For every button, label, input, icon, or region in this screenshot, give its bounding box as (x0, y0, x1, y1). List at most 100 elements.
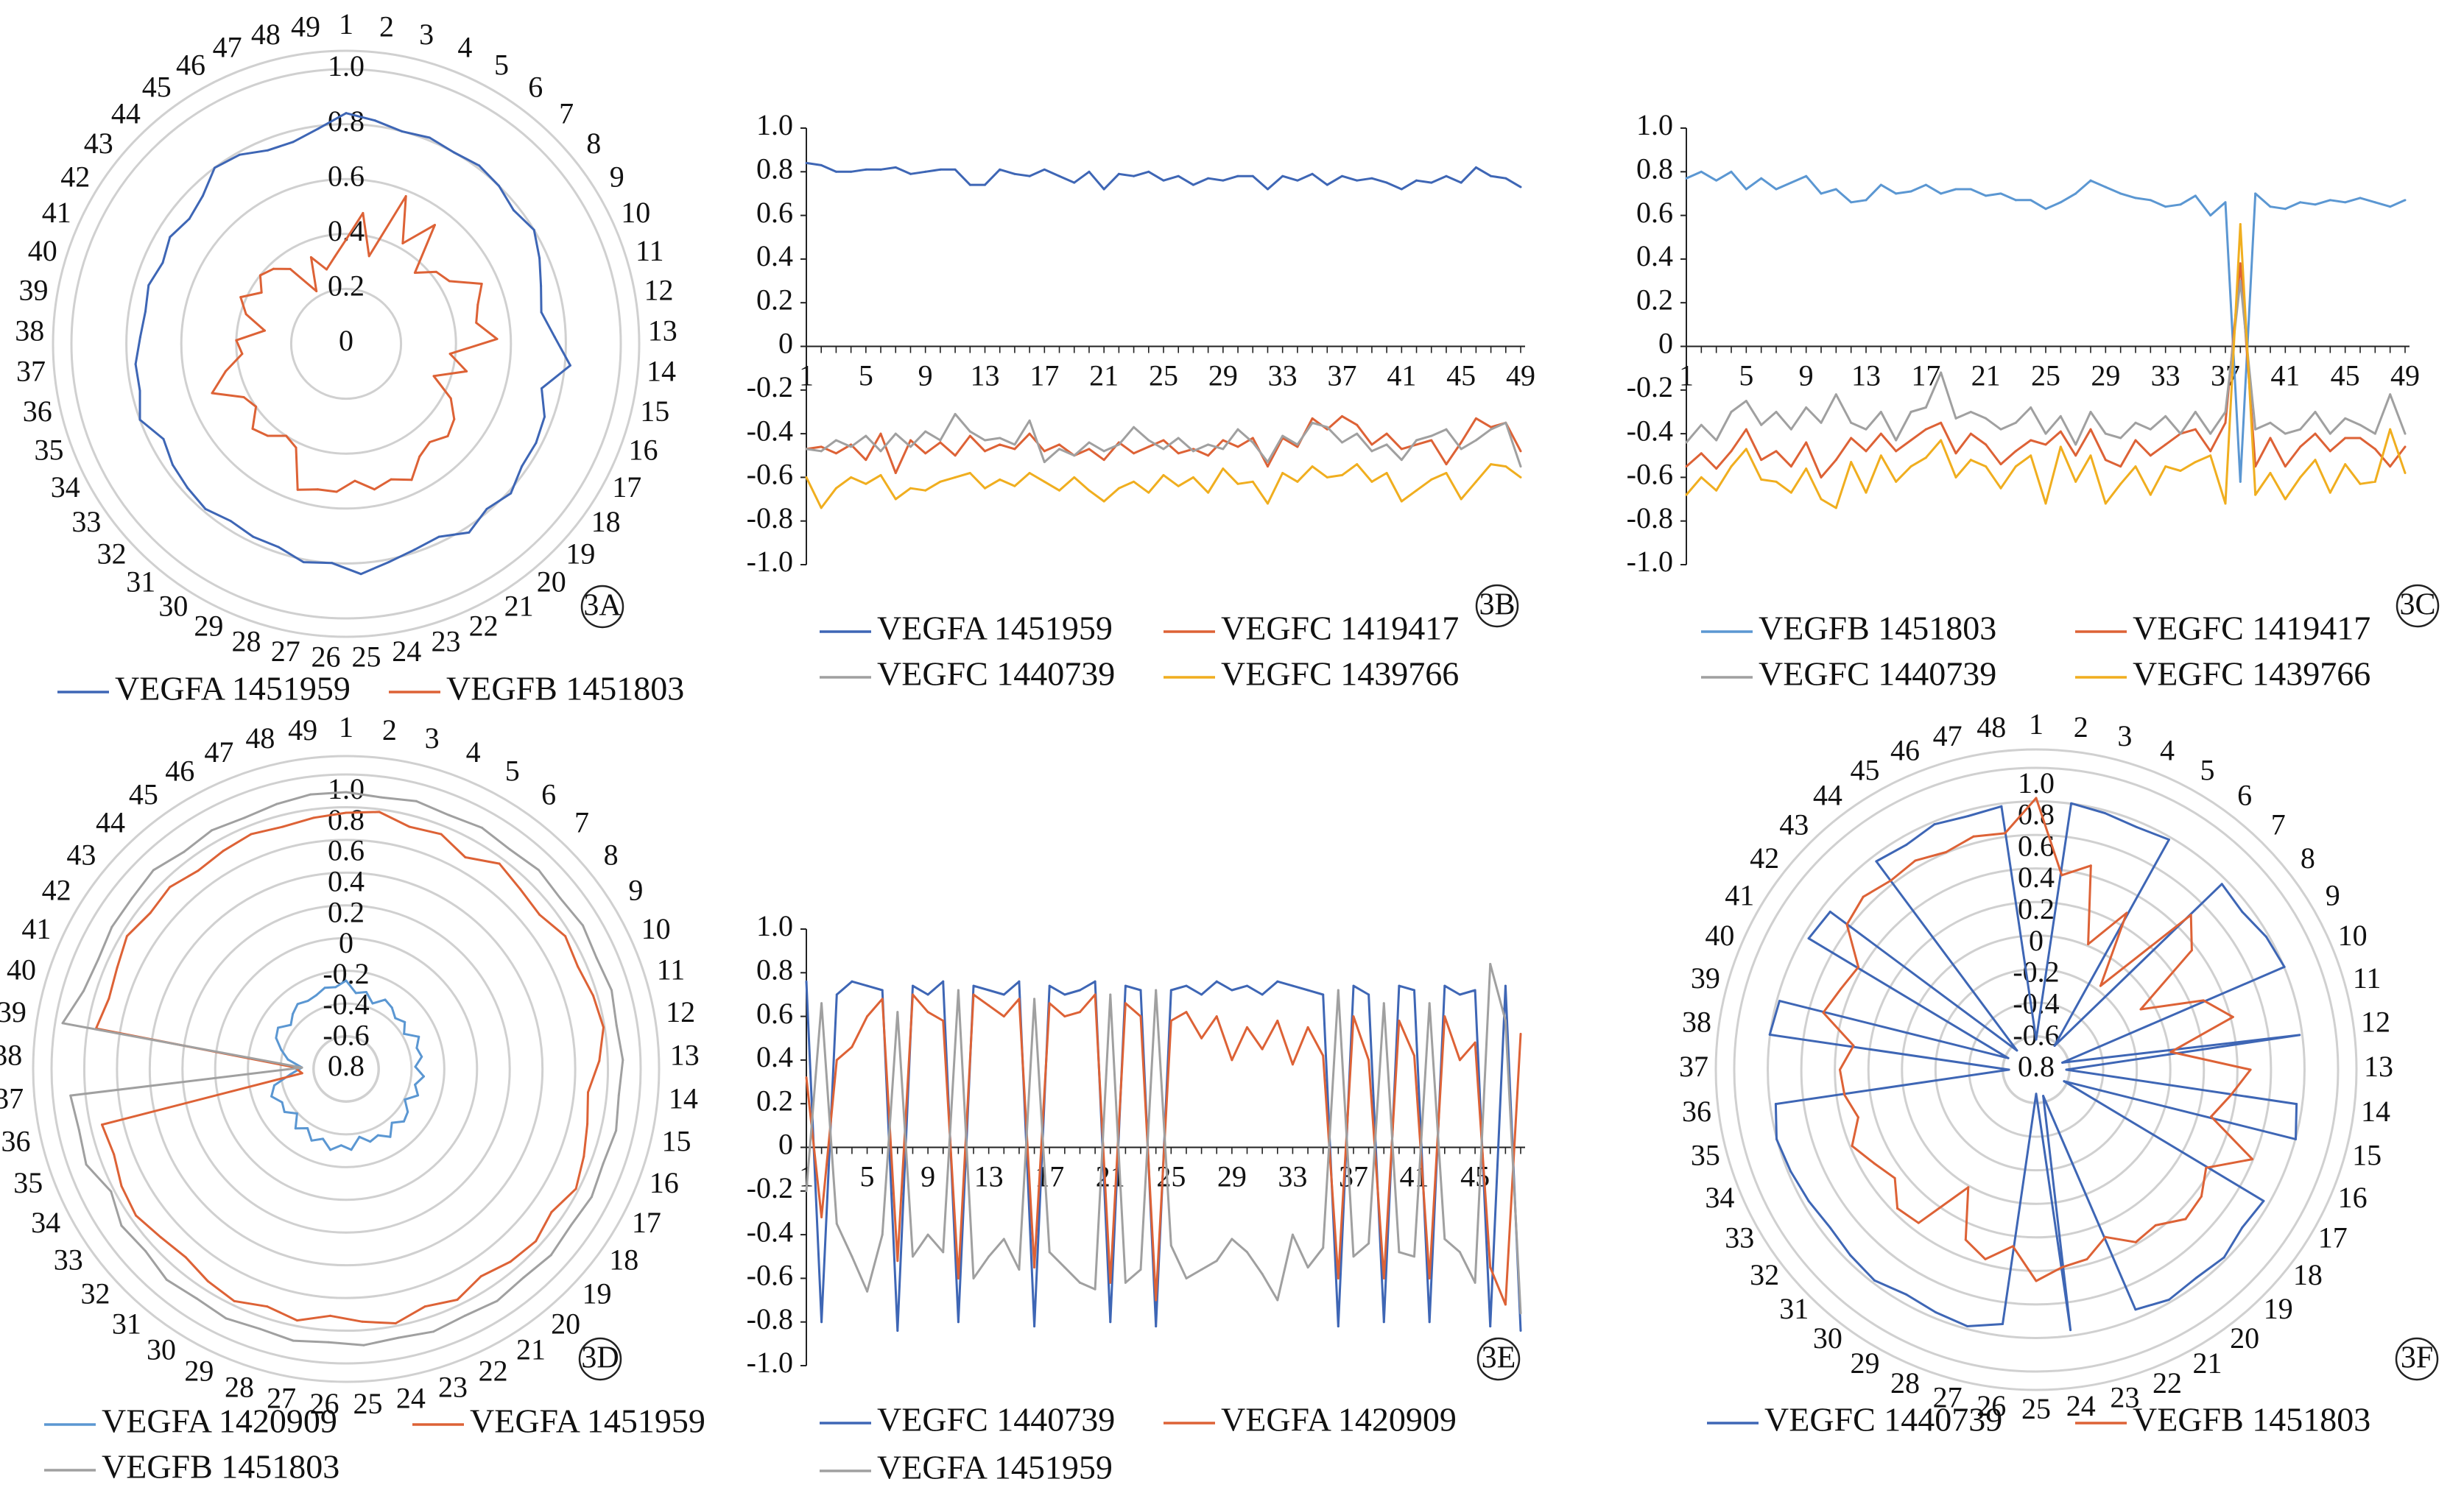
spoke-label: 26 (311, 640, 340, 673)
data-point (2269, 421, 2272, 424)
data-point (1002, 1238, 1005, 1240)
grid-ring (50, 773, 642, 1365)
y-tick-label: -1.0 (1627, 545, 1673, 578)
data-point (1147, 491, 1150, 494)
data-point (2209, 450, 2212, 453)
outer-ring (52, 49, 641, 638)
y-tick-label: 0.2 (756, 283, 793, 316)
data-point (2089, 179, 2092, 182)
data-point (2074, 192, 2077, 195)
data-point (586, 1123, 589, 1126)
spoke-label: 29 (194, 610, 223, 643)
spoke-label: 46 (176, 49, 205, 82)
data-point (61, 1022, 64, 1025)
data-point (1215, 1015, 1218, 1018)
grid-ring (180, 177, 513, 510)
spoke-label: 35 (13, 1166, 43, 1199)
data-point (984, 439, 986, 442)
data-point (926, 1233, 929, 1236)
data-point (306, 1000, 309, 1003)
data-point (1356, 463, 1359, 466)
data-point (413, 272, 416, 275)
data-point (289, 1073, 292, 1076)
spoke-label: 20 (551, 1307, 580, 1340)
data-point (1048, 1251, 1051, 1254)
data-point (1207, 454, 1210, 457)
data-point (302, 561, 305, 564)
spoke-label: 48 (251, 18, 281, 51)
data-point (2059, 430, 2062, 433)
data-point (345, 791, 348, 794)
spoke-label: 29 (184, 1355, 214, 1388)
spoke-label: 33 (1725, 1221, 1754, 1254)
data-point (850, 170, 853, 173)
data-point (280, 1048, 283, 1051)
data-point (428, 136, 431, 139)
data-point (292, 1339, 295, 1342)
spoke-label: 5 (505, 754, 520, 787)
data-point (2167, 839, 2170, 841)
radial-tick-label: 0.4 (2018, 861, 2055, 894)
data-point (1905, 844, 1908, 847)
data-point (610, 989, 613, 992)
x-tick-label: 25 (2031, 359, 2060, 392)
data-point (108, 997, 110, 1000)
data-point (2014, 421, 2017, 424)
data-point (538, 914, 541, 917)
x-tick-label: 29 (1208, 359, 1238, 392)
data-point (367, 255, 370, 258)
data-point (258, 1327, 261, 1330)
x-tick-label: 5 (860, 1160, 875, 1193)
data-point (2125, 911, 2128, 914)
data-point (1311, 417, 1314, 420)
spoke-label: 44 (111, 96, 141, 130)
radial-tick-label: 0.2 (328, 895, 365, 928)
data-point (281, 825, 284, 828)
data-point (1385, 471, 1388, 474)
data-point (264, 329, 267, 332)
data-point (1504, 465, 1507, 468)
data-point (258, 274, 261, 277)
data-point (851, 1255, 853, 1258)
data-point (1879, 432, 1882, 435)
outer-ring (1714, 748, 2358, 1391)
data-point (283, 1110, 286, 1113)
data-point (394, 1017, 397, 1020)
data-point (480, 282, 483, 285)
data-point (1460, 498, 1462, 501)
y-tick-label: -0.6 (1627, 458, 1673, 491)
data-point (1147, 445, 1150, 448)
data-point (894, 166, 897, 169)
data-point (1058, 489, 1061, 492)
data-point (82, 989, 85, 992)
data-point (2299, 445, 2302, 448)
data-point (1430, 439, 1433, 442)
data-point (2224, 201, 2227, 204)
data-point (2149, 428, 2152, 431)
data-point (184, 1256, 187, 1259)
spoke-label: 49 (291, 10, 320, 43)
data-point (896, 1260, 899, 1263)
data-point (404, 1098, 406, 1101)
data-point (2254, 192, 2257, 195)
spoke-label: 22 (2153, 1366, 2182, 1400)
data-point (2074, 443, 2077, 446)
data-point (2404, 432, 2407, 435)
data-point (329, 1148, 332, 1151)
data-point (1306, 1266, 1309, 1269)
x-tick-label: 25 (1156, 1160, 1186, 1193)
data-point (1856, 1116, 1859, 1119)
data-point (120, 1185, 123, 1187)
data-point (2035, 1038, 2038, 1041)
grid-ring (312, 1035, 380, 1103)
data-point (2044, 502, 2047, 505)
radial-tick-label: 0.8 (2018, 798, 2055, 831)
y-tick-label: 0.6 (756, 997, 793, 1030)
data-point (2194, 1277, 2197, 1280)
data-point (1117, 487, 1120, 490)
data-point (345, 112, 348, 115)
data-point (2344, 437, 2347, 440)
data-point (362, 211, 365, 214)
data-point (805, 1076, 808, 1079)
data-point (1251, 480, 1254, 483)
